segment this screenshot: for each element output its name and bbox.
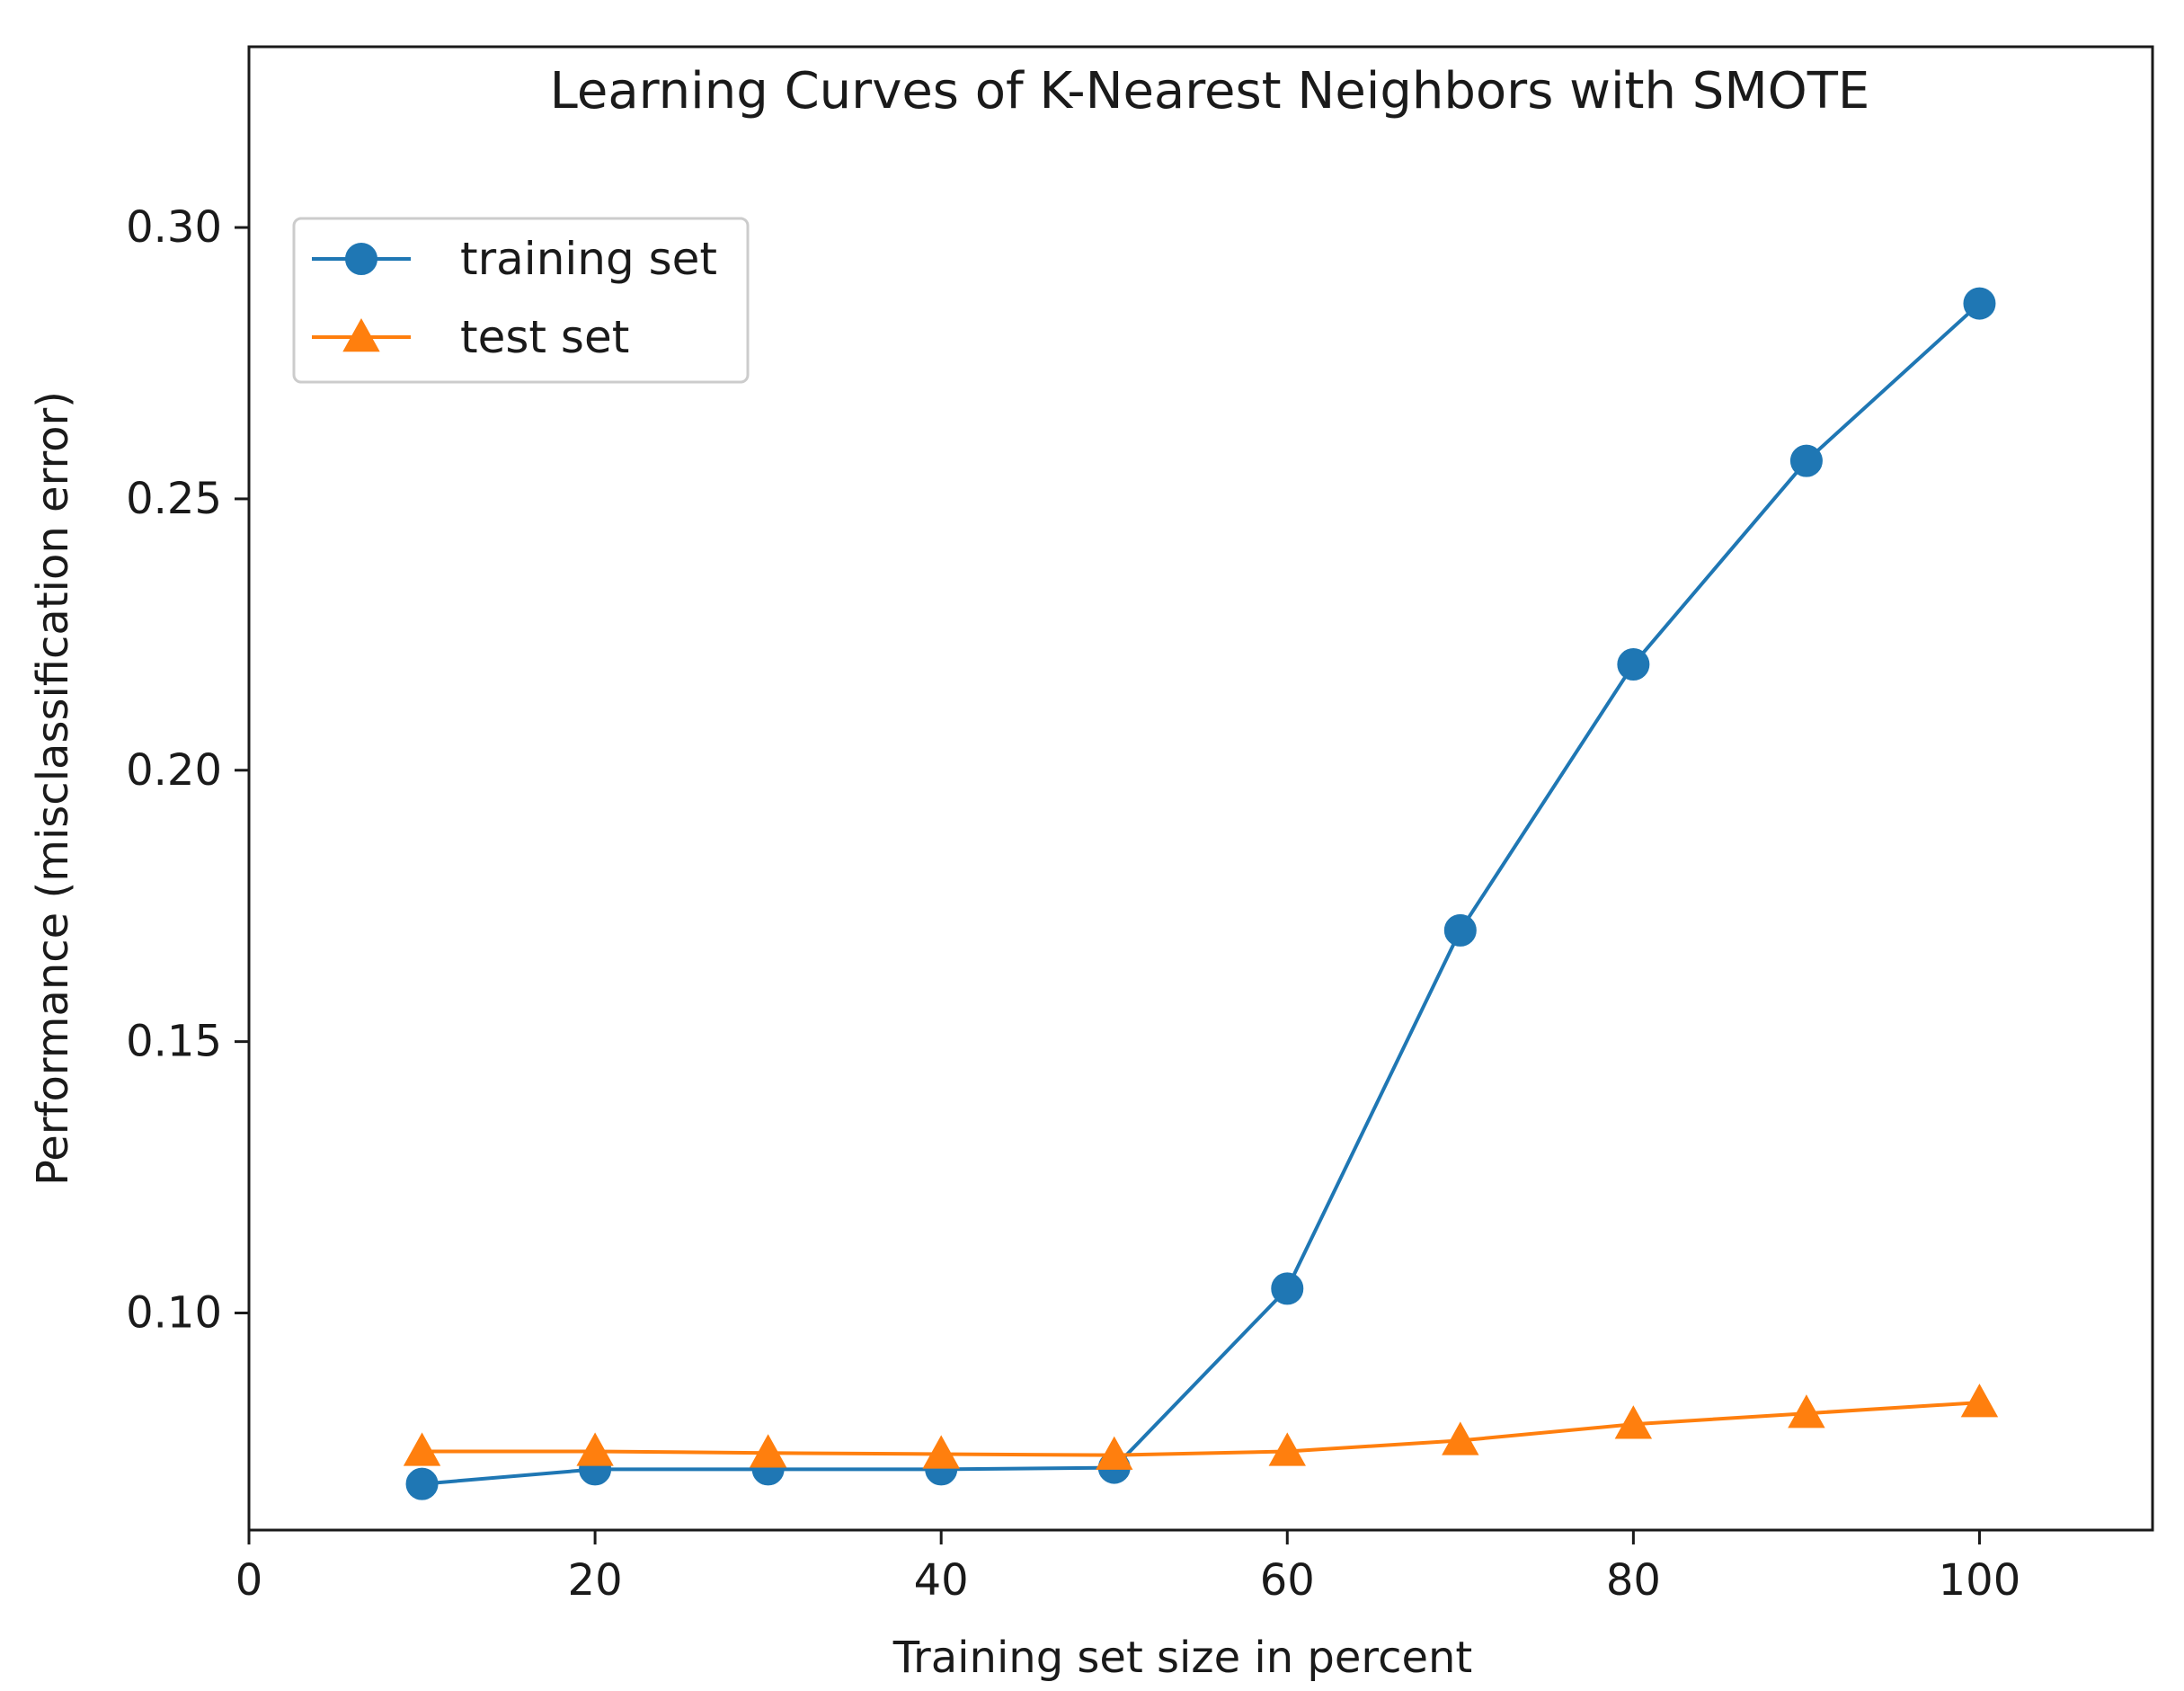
x-tick-label: 100 (1939, 1555, 2021, 1606)
series-test-set (403, 1384, 1999, 1470)
data-point (1963, 287, 1996, 320)
data-point (1614, 1405, 1653, 1439)
series-line (422, 302, 1981, 1486)
y-tick-label: 0.20 (126, 745, 222, 796)
data-point (922, 1435, 960, 1469)
plot-area-frame (247, 45, 2154, 1532)
legend-item: test set (312, 311, 629, 363)
y-tick-label: 0.25 (126, 474, 222, 524)
data-point (1617, 648, 1650, 681)
y-tick-label: 0.30 (126, 202, 222, 253)
x-tick-label: 80 (1606, 1555, 1661, 1606)
legend-marker (342, 317, 380, 352)
data-point (576, 1432, 614, 1466)
data-point (1960, 1384, 1999, 1418)
legend-marker (345, 243, 377, 275)
legend-label: test set (460, 311, 629, 363)
y-axis-ticks: 0.10 0.15 0.20 0.25 0.30 (126, 202, 249, 1339)
data-point (1271, 1272, 1304, 1305)
legend-items: training set test set (312, 233, 717, 363)
y-tick-label: 0.15 (126, 1017, 222, 1067)
legend-label: training set (460, 233, 717, 285)
y-tick-label: 0.10 (126, 1288, 222, 1339)
x-tick-label: 0 (235, 1555, 263, 1606)
x-axis-label: Training set size in percent (892, 1633, 1472, 1683)
data-point (1268, 1432, 1306, 1466)
data-point (1788, 1394, 1825, 1428)
chart-title: Learning Curves of K-Nearest Neighbors w… (550, 62, 1870, 120)
series-layer (403, 287, 1999, 1500)
data-point (403, 1432, 441, 1466)
x-tick-label: 60 (1260, 1555, 1315, 1606)
x-axis-ticks: 0 20 40 60 80 100 (235, 1530, 2021, 1606)
x-tick-label: 20 (568, 1555, 623, 1606)
data-point (1789, 444, 1823, 477)
x-tick-label: 40 (914, 1555, 969, 1606)
data-point (1096, 1436, 1133, 1470)
series-line (422, 1401, 1980, 1457)
legend-item: training set (312, 233, 717, 285)
legend: training set test set (292, 217, 750, 384)
data-point (1442, 1421, 1479, 1455)
y-axis-label: Performance (misclassification error) (28, 391, 78, 1186)
data-point (405, 1467, 439, 1500)
data-point (1443, 913, 1477, 947)
data-point (749, 1434, 787, 1468)
